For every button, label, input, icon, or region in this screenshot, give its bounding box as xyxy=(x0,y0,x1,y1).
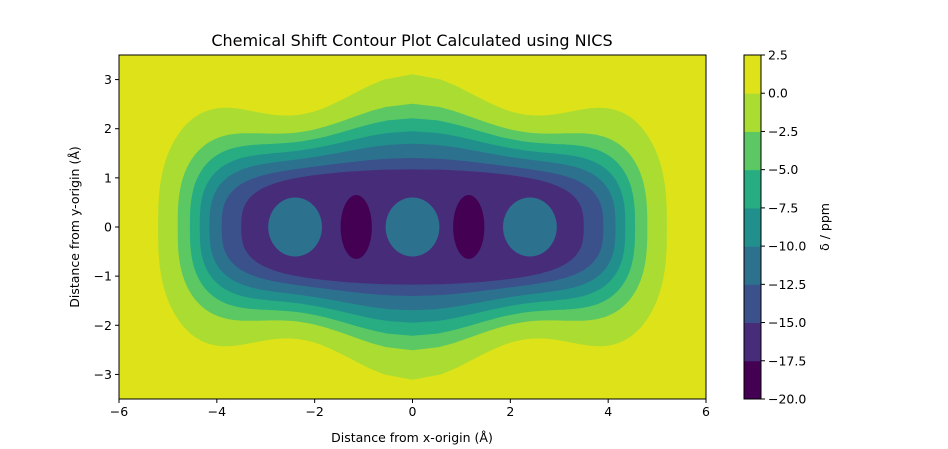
colorbar-tick-label: −10.0 xyxy=(768,239,806,254)
ring-center-0 xyxy=(268,197,323,257)
contour-plot-area xyxy=(119,55,706,399)
x-tick-label: −6 xyxy=(110,404,128,419)
x-tick-label: −2 xyxy=(305,404,323,419)
colorbar-tick-label: −20.0 xyxy=(768,392,806,407)
y-axis-label: Distance from y-origin (Å) xyxy=(67,146,82,307)
colorbar-band xyxy=(744,55,761,94)
colorbar-frame xyxy=(743,54,762,400)
y-tick-label: −1 xyxy=(94,269,112,284)
y-tick-label: −3 xyxy=(94,367,112,382)
x-tick-label: 2 xyxy=(506,404,514,419)
colorbar-tick-label: 2.5 xyxy=(768,48,788,63)
ring-center-1 xyxy=(385,197,440,257)
x-axis-ticks: −6 −4 −2 0 2 4 6 xyxy=(110,399,710,419)
contour-core-0 xyxy=(340,195,372,259)
colorbar-tick-label: −5.0 xyxy=(768,162,798,177)
colorbar-band xyxy=(744,169,761,209)
contour-core-1 xyxy=(453,195,485,259)
colorbar-ticks: −20.0 −17.5 −15.0 −12.5 −10.0 −7.5 −5.0 −2.5 0.0… xyxy=(761,48,806,407)
colorbar-label: δ / ppm xyxy=(817,203,832,251)
colorbar-tick-label: −15.0 xyxy=(768,315,806,330)
x-tick-label: 4 xyxy=(604,404,612,419)
y-tick-label: −2 xyxy=(94,318,112,333)
colorbar-tick-label: −12.5 xyxy=(768,277,806,292)
colorbar-tick-label: −2.5 xyxy=(768,124,798,139)
colorbar-band xyxy=(744,246,761,285)
x-tick-label: 0 xyxy=(409,404,417,419)
colorbar xyxy=(744,55,761,400)
y-tick-label: 0 xyxy=(104,220,112,235)
x-axis-label: Distance from x-origin (Å) xyxy=(331,430,493,445)
y-tick-label: 2 xyxy=(104,121,112,136)
y-tick-label: 1 xyxy=(104,170,112,185)
colorbar-band xyxy=(744,93,761,132)
x-tick-label: −4 xyxy=(208,404,226,419)
colorbar-tick-label: −17.5 xyxy=(768,353,806,368)
x-tick-label: 6 xyxy=(702,404,710,419)
y-axis-ticks: −3 −2 −1 0 1 2 3 xyxy=(94,72,119,382)
colorbar-band xyxy=(744,207,761,247)
ring-center-2 xyxy=(502,197,557,257)
y-tick-label: 3 xyxy=(104,72,112,87)
colorbar-tick-label: −7.5 xyxy=(768,200,798,215)
chart-title: Chemical Shift Contour Plot Calculated u… xyxy=(211,31,612,50)
colorbar-tick-label: 0.0 xyxy=(768,86,788,101)
colorbar-band xyxy=(744,322,761,362)
colorbar-band xyxy=(744,284,761,324)
colorbar-band xyxy=(744,360,761,400)
colorbar-band xyxy=(744,131,761,171)
